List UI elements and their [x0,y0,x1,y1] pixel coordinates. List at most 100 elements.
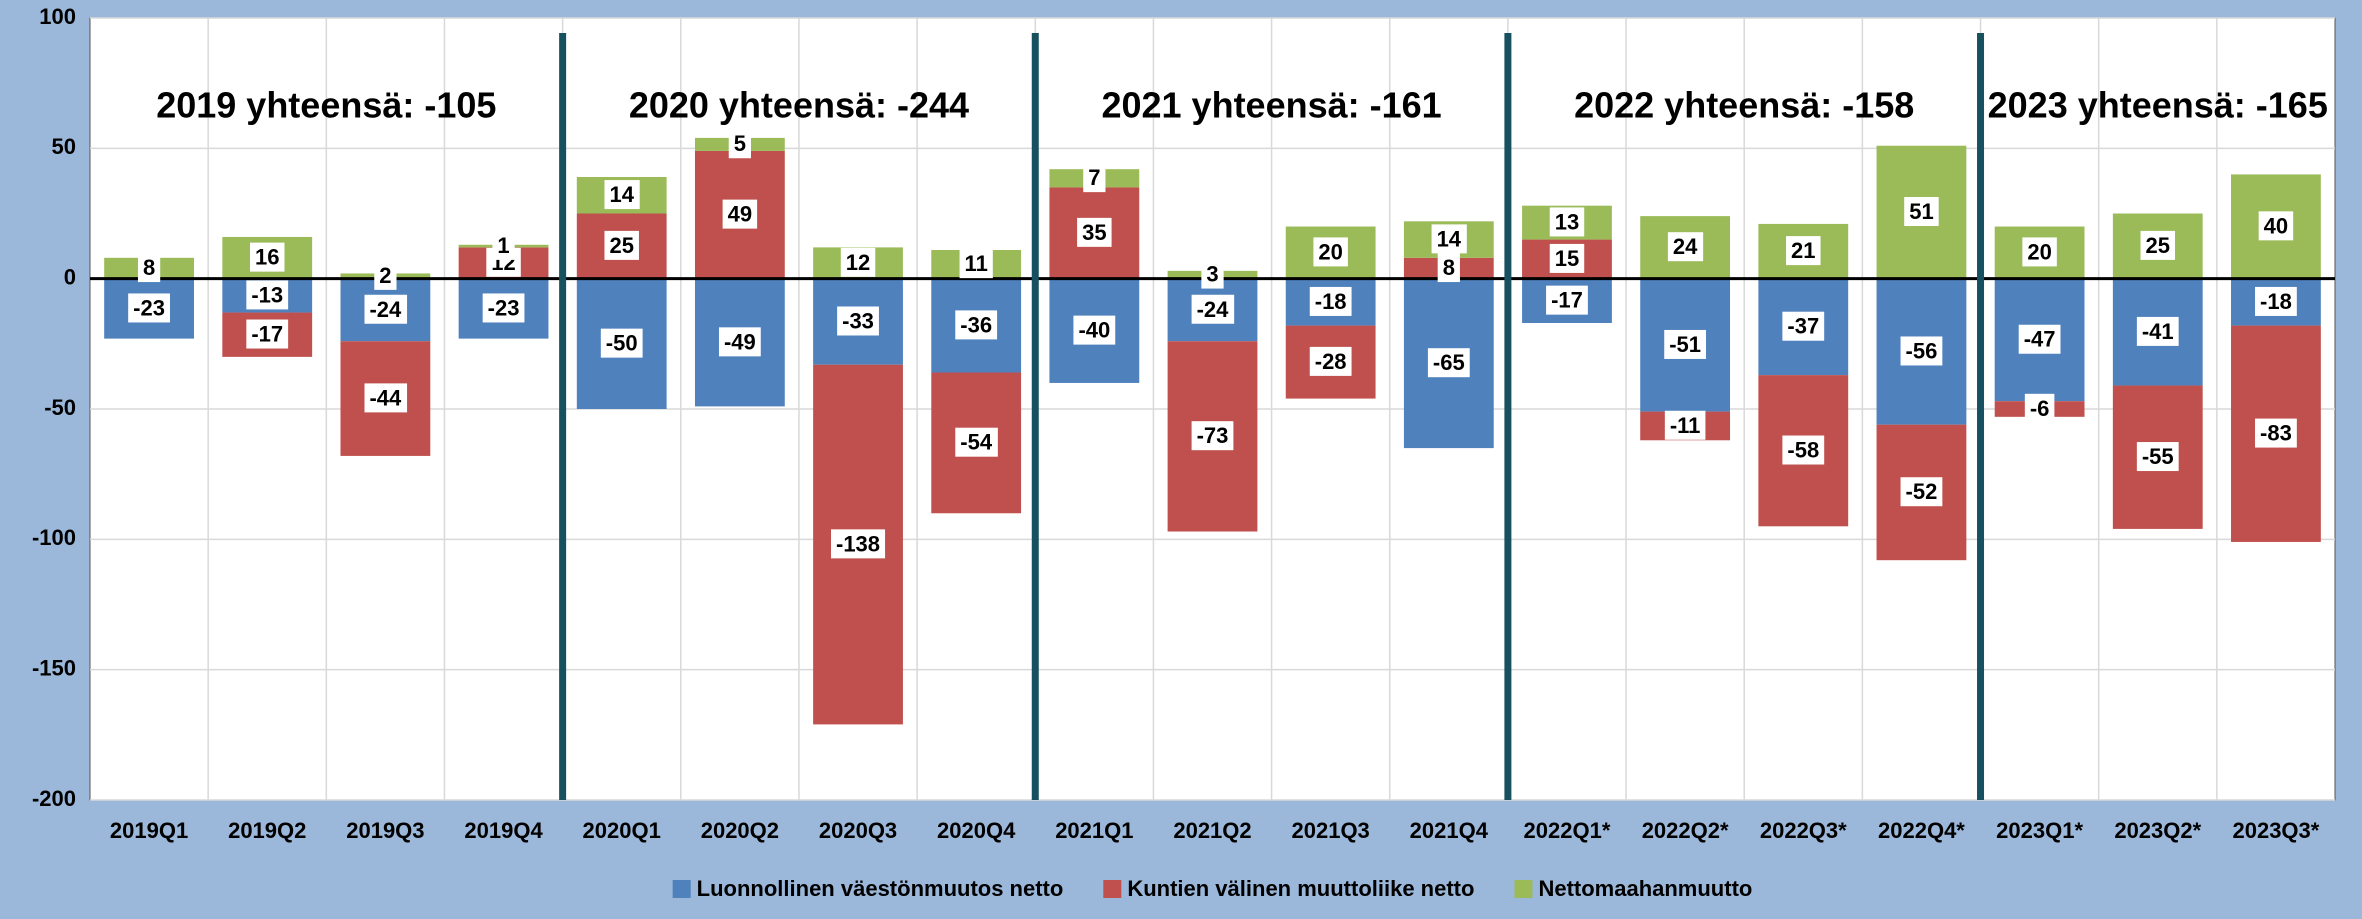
data-label-group: -13 [246,280,289,310]
data-label-box [374,260,397,290]
data-label-box [1667,232,1704,262]
data-label: 21 [1791,238,1815,263]
data-label: -33 [842,308,874,333]
data-label-box [1900,336,1943,366]
x-tick-label: 2020Q1 [583,818,661,843]
data-label-box [2136,316,2179,346]
data-label: 14 [609,182,634,207]
data-label-group: -17 [1546,285,1588,315]
data-label-box [1664,329,1707,359]
data-label-group: -47 [2018,324,2061,354]
data-label: 16 [255,245,279,270]
legend-swatch [1514,880,1533,898]
data-label-box [959,249,993,279]
data-label: -41 [2142,319,2174,344]
data-label-group: -55 [2136,442,2179,472]
data-label-box [249,242,285,272]
data-label: 5 [734,131,746,156]
data-label-box [955,427,998,457]
legend-label: Nettomaahanmuutto [1538,876,1752,901]
data-label-group: -83 [2255,418,2297,448]
data-label-box [1782,311,1825,341]
data-label: -44 [369,385,402,410]
data-label-box [1900,477,1943,507]
data-label-box [364,383,408,413]
y-tick-label: -50 [44,395,76,420]
data-label-box [840,247,876,277]
data-label-group: 8 [137,253,161,283]
data-label: 13 [1555,209,1579,234]
data-label-box [600,328,643,358]
data-label: -50 [606,331,638,356]
data-label-group: -24 [364,294,408,324]
data-label: 25 [2146,233,2170,258]
data-label-box [1904,197,1939,227]
data-label-group: 24 [1667,232,1704,262]
data-label-group: -56 [1900,336,1943,366]
data-label: -18 [1315,289,1347,314]
data-label-box [1201,259,1224,289]
data-label: -54 [960,430,993,455]
data-label-box [837,306,879,336]
data-label: -17 [251,322,283,347]
data-label: -49 [724,329,756,354]
data-label-group: -23 [482,293,525,323]
x-tick-label: 2023Q2* [2114,818,2201,843]
legend: Luonnollinen väestönmuutos netto Kuntien … [672,876,1752,901]
data-label-group: -44 [364,383,408,413]
data-label-group: -40 [1073,315,1116,345]
data-label: 40 [2264,213,2288,238]
data-label-group: 40 [2258,211,2294,241]
x-tick-label: 2021Q4 [1410,818,1489,843]
data-label-group: -65 [1427,348,1470,378]
y-tick-label: 50 [52,134,76,159]
data-label: -37 [1787,314,1819,339]
data-label-box [722,199,758,229]
data-label-box [482,293,525,323]
data-label-group: -17 [246,319,289,349]
data-label: -13 [251,282,283,307]
data-label-box [2255,418,2297,448]
data-label-box [2022,237,2057,267]
data-label-group: -36 [955,310,998,340]
data-label: -23 [488,295,520,320]
data-label-group: -28 [1309,346,1352,376]
data-label-box [1782,435,1825,465]
data-label: 20 [1318,239,1342,264]
data-label: -11 [1670,413,1701,438]
legend-label: Luonnollinen väestönmuutos netto [697,876,1064,901]
data-label: -56 [1906,338,1938,363]
data-label-group: 16 [249,242,285,272]
data-label-box [604,180,640,210]
data-label: -6 [2030,396,2050,421]
data-label-box [1077,217,1112,247]
data-label-group: 25 [604,230,639,260]
data-label: 20 [2027,239,2051,264]
data-label-box [831,529,886,559]
data-label-group: -58 [1782,435,1825,465]
data-label: -138 [836,531,880,556]
data-label: 51 [1909,199,1933,224]
data-label: 8 [1443,255,1455,280]
data-label-group: 1 [492,230,515,260]
data-label: -55 [2142,444,2174,469]
x-tick-label: 2021Q3 [1292,818,1370,843]
x-tick-label: 2019Q1 [110,818,188,843]
data-label-box [2255,286,2297,316]
data-label-box [364,294,408,324]
data-label: -51 [1669,332,1701,357]
annotation: 2019 yhteensä: -105 [156,85,496,126]
data-label-box [128,293,170,323]
data-label-box [1073,315,1116,345]
x-tick-label: 2020Q3 [819,818,897,843]
data-label-box [1427,348,1470,378]
data-label-box [2024,393,2055,423]
data-label-group: 8 [1437,253,1460,283]
data-label-box [1549,243,1585,273]
data-label-group: -138 [831,529,886,559]
data-label: -73 [1197,423,1229,448]
data-label-group: 5 [728,129,751,159]
data-label-group: 20 [1313,237,1348,267]
data-label-box [2258,211,2294,241]
data-label: -36 [960,312,992,337]
